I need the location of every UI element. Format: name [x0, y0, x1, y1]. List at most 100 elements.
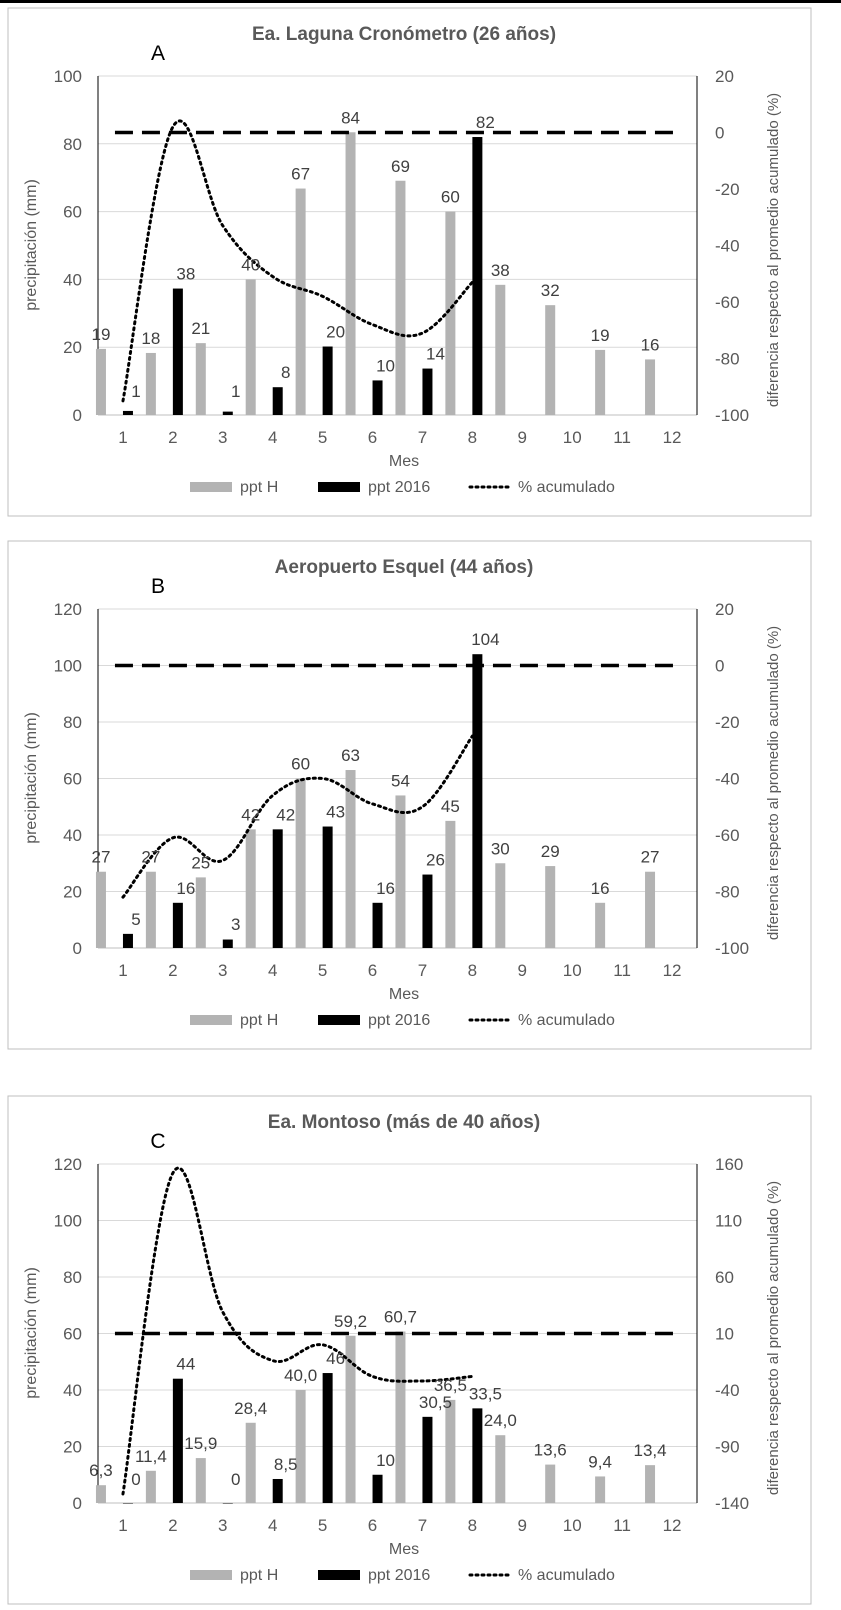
- data-label-ppt-2016: 42: [276, 805, 295, 824]
- bar-ppt-2016: [472, 137, 483, 415]
- legend-swatch-ppt-2016: [318, 1570, 360, 1580]
- legend-label-ppt-2016: ppt 2016: [368, 479, 430, 496]
- bar-ppt-h: [545, 866, 556, 948]
- bar-ppt-2016: [472, 1408, 483, 1503]
- bar-ppt-2016: [272, 829, 283, 948]
- bar-ppt-2016: [272, 387, 283, 415]
- y2-tick-label: -90: [715, 1438, 740, 1457]
- bar-ppt-h: [195, 343, 206, 415]
- data-label-ppt-h: 6,3: [89, 1461, 113, 1480]
- legend-swatch-ppt-2016: [318, 482, 360, 492]
- data-label-ppt-2016: 33,5: [469, 1384, 502, 1403]
- chart-title: Ea. Montoso (más de 40 años): [268, 1112, 540, 1133]
- x-tick-label: 2: [168, 1516, 177, 1535]
- x-tick-label: 11: [613, 1516, 631, 1535]
- bar-ppt-h: [245, 279, 256, 415]
- chart-panel-a: 0 20 40 60 80 100 -100 -80 -60 -40 -20 0 20 19 18 21 40 6…: [0, 0, 841, 520]
- legend-swatch-ppt-2016: [318, 1015, 360, 1025]
- chart-title: Aeropuerto Esquel (44 años): [275, 557, 534, 578]
- bar-ppt-h: [445, 211, 456, 415]
- data-label-ppt-h: 18: [141, 329, 160, 348]
- y-tick-label: 80: [63, 135, 82, 154]
- y2-tick-label: -40: [715, 1381, 740, 1400]
- series-line-acumulado: [121, 119, 474, 403]
- data-label-ppt-h: 42: [241, 805, 260, 824]
- bar-ppt-2016: [422, 368, 433, 415]
- data-label-ppt-2016: 16: [376, 879, 395, 898]
- y2-tick-label: -60: [715, 293, 740, 312]
- x-tick-label: 11: [613, 428, 631, 447]
- data-label-ppt-h: 60,7: [384, 1308, 417, 1327]
- data-label-ppt-h: 60: [291, 755, 310, 774]
- bar-ppt-h: [295, 778, 306, 948]
- x-tick-label: 8: [468, 428, 477, 447]
- data-label-ppt-h: 36,5: [434, 1376, 467, 1395]
- y2-axis-title: diferencia respecto al promedio acumulad…: [765, 626, 782, 940]
- bar-ppt-2016: [222, 939, 233, 948]
- bar-ppt-h: [245, 829, 256, 948]
- bar-ppt-2016: [422, 874, 433, 948]
- y2-tick-label: 60: [715, 1268, 734, 1287]
- legend-label-ppt-2016: ppt 2016: [368, 1567, 430, 1584]
- data-label-ppt-2016: 5: [131, 910, 140, 929]
- data-label-ppt-h: 13,4: [633, 1441, 666, 1460]
- data-label-ppt-h: 19: [91, 325, 110, 344]
- y2-tick-label: 20: [715, 600, 734, 619]
- bar-ppt-h: [245, 1422, 256, 1503]
- series-line-acumulado: [121, 1166, 474, 1496]
- bar-ppt-h: [295, 1390, 306, 1503]
- legend-label-acumulado: % acumulado: [518, 479, 615, 496]
- x-tick-label: 1: [118, 428, 127, 447]
- bar-ppt-h: [645, 871, 656, 948]
- data-label-ppt-h: 25: [191, 853, 210, 872]
- data-label-ppt-2016: 10: [376, 1451, 395, 1470]
- data-label-ppt-2016: 14: [426, 345, 445, 364]
- bar-ppt-h: [445, 820, 456, 948]
- y-tick-label: 0: [73, 1494, 82, 1513]
- x-tick-label: 6: [368, 428, 377, 447]
- legend-swatch-ppt-h: [190, 1570, 232, 1580]
- y-tick-label: 20: [63, 338, 82, 357]
- bar-ppt-2016: [122, 410, 133, 415]
- bar-ppt-h: [95, 1485, 106, 1503]
- x-axis-title: Mes: [389, 986, 419, 1003]
- x-tick-label: 10: [563, 1516, 582, 1535]
- bar-ppt-2016: [372, 1474, 383, 1503]
- bar-ppt-2016: [222, 1503, 233, 1504]
- x-tick-label: 5: [318, 1516, 327, 1535]
- data-label-ppt-h: 16: [591, 879, 610, 898]
- bar-ppt-h: [145, 352, 156, 415]
- data-label-ppt-h: 67: [291, 165, 310, 184]
- bar-ppt-h: [645, 359, 656, 415]
- y-tick-label: 120: [54, 1155, 82, 1174]
- bar-ppt-h: [95, 871, 106, 948]
- y-tick-label: 100: [54, 67, 82, 86]
- y2-tick-label: 20: [715, 67, 734, 86]
- x-tick-label: 5: [318, 428, 327, 447]
- x-tick-label: 7: [418, 961, 427, 980]
- bar-ppt-h: [195, 877, 206, 948]
- bar-ppt-h: [595, 349, 606, 415]
- bar-ppt-h: [345, 132, 356, 416]
- data-label-ppt-h: 29: [541, 842, 560, 861]
- data-label-ppt-2016: 44: [176, 1355, 195, 1374]
- legend-swatch-ppt-h: [190, 482, 232, 492]
- legend-label-ppt-h: ppt H: [240, 479, 278, 496]
- y2-tick-label: -60: [715, 826, 740, 845]
- y-tick-label: 40: [63, 1381, 82, 1400]
- bar-ppt-h: [145, 1470, 156, 1503]
- bar-ppt-h: [545, 305, 556, 415]
- bar-ppt-2016: [122, 1503, 133, 1504]
- data-label-ppt-h: 19: [591, 326, 610, 345]
- data-label-ppt-h: 9,4: [588, 1452, 612, 1471]
- bar-ppt-2016: [272, 1478, 283, 1503]
- x-tick-label: 3: [218, 1516, 227, 1535]
- x-tick-label: 2: [168, 428, 177, 447]
- data-label-ppt-h: 45: [441, 797, 460, 816]
- bar-ppt-h: [495, 863, 506, 948]
- x-tick-label: 5: [318, 961, 327, 980]
- data-label-ppt-h: 16: [641, 335, 660, 354]
- bar-ppt-h: [645, 1465, 656, 1503]
- y-tick-label: 0: [73, 406, 82, 425]
